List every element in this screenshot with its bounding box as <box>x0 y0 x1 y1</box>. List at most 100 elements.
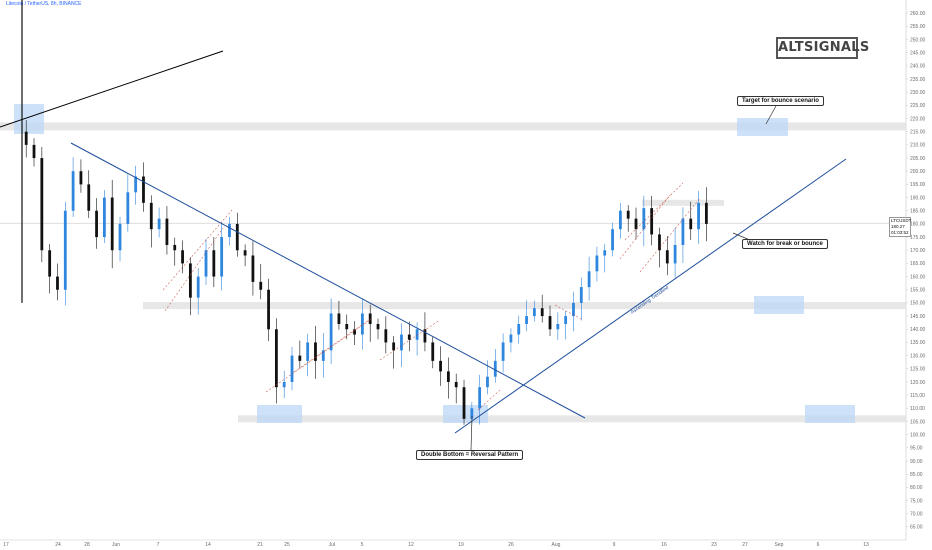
candle-body <box>220 237 224 277</box>
highlight-box <box>257 405 302 423</box>
y-tick-label: 150.00 <box>910 301 926 307</box>
candle-body <box>642 208 646 230</box>
x-tick-label: 5 <box>361 542 364 548</box>
y-tick-label: 210.00 <box>910 143 926 149</box>
y-tick-label: 230.00 <box>910 90 926 96</box>
x-tick-label: 19 <box>458 542 464 548</box>
candle-body <box>102 197 106 238</box>
chart-symbol-title: Litecoin / TetherUS, 8h, BINANCE <box>6 1 82 7</box>
candle-body <box>658 234 661 251</box>
y-tick-label: 195.00 <box>910 182 926 188</box>
candle-body <box>118 223 122 251</box>
candle-body <box>235 223 239 251</box>
candle-body <box>634 218 638 230</box>
price-badge-countdown: 01:03:52 <box>891 230 909 235</box>
y-tick-label: 215.00 <box>910 130 926 136</box>
target-callout: Target for bounce scenario <box>737 96 824 106</box>
y-tick-label: 245.00 <box>910 50 926 56</box>
x-tick-label: 9 <box>613 542 616 548</box>
level-zone <box>143 302 906 310</box>
candle-body <box>368 313 372 324</box>
candle-body <box>134 176 138 193</box>
x-tick-label: 25 <box>284 542 290 548</box>
candle-body <box>650 208 654 235</box>
price-badge: LTCUSDT 180.27 01:03:52 <box>889 217 911 237</box>
candle-body <box>423 329 427 343</box>
x-tick-label: 13 <box>863 542 869 548</box>
candle-body <box>212 250 216 277</box>
y-tick-label: 135.00 <box>910 340 926 346</box>
y-tick-label: 235.00 <box>910 77 926 83</box>
y-tick-label: 95.00 <box>910 446 923 452</box>
candle-body <box>345 324 349 330</box>
candle-body <box>595 255 599 272</box>
x-tick-label: Aug <box>552 542 561 548</box>
candle-body <box>360 313 364 335</box>
highlight-box <box>737 118 788 136</box>
candle-body <box>439 360 442 372</box>
y-tick-label: 100.00 <box>910 432 926 438</box>
candle-body <box>462 387 466 419</box>
ascending-trendline-label: Ascending Trendline <box>629 285 670 317</box>
price-badge-symbol: LTCUSDT <box>891 218 912 223</box>
y-tick-label: 170.00 <box>910 248 926 254</box>
candle-body <box>329 313 333 351</box>
candle-body <box>376 324 380 330</box>
black-trendline <box>0 50 224 128</box>
candle-body <box>525 316 528 324</box>
y-tick-label: 90.00 <box>910 459 923 465</box>
candle-body <box>704 202 708 224</box>
candle-body <box>188 263 192 298</box>
x-tick-label: 21 <box>257 542 263 548</box>
candle-body <box>24 131 28 145</box>
candle-body <box>157 218 161 230</box>
dashed-pattern-line <box>379 319 441 361</box>
candle-body <box>556 324 560 330</box>
x-tick-label: 6 <box>817 542 820 548</box>
double-bottom-callout: Double Bottom = Reversal Pattern <box>416 450 524 460</box>
dashed-pattern-line <box>619 194 671 260</box>
y-tick-label: 65.00 <box>910 525 923 531</box>
y-tick-label: 260.00 <box>910 11 926 17</box>
watch-pointer <box>732 232 751 241</box>
candle-body <box>689 218 693 230</box>
y-tick-label: 70.00 <box>910 511 923 517</box>
candle-body <box>149 202 153 230</box>
candle-body <box>251 255 255 282</box>
candle-body <box>56 276 59 290</box>
x-tick-label: Sep <box>775 542 784 548</box>
x-tick-label: Jul <box>329 542 335 548</box>
candle-body <box>71 171 75 211</box>
level-zone <box>642 199 724 206</box>
y-tick-label: 240.00 <box>910 64 926 70</box>
y-tick-label: 130.00 <box>910 353 926 359</box>
y-tick-label: 255.00 <box>910 24 926 30</box>
x-tick-label: 27 <box>742 542 748 548</box>
y-tick-label: 180.00 <box>910 222 926 228</box>
ascending-trendline <box>454 158 847 434</box>
price-badge-value: 180.27 <box>891 224 905 229</box>
candle-body <box>243 250 247 256</box>
level-zone <box>0 122 906 131</box>
candle-body <box>415 329 419 340</box>
y-tick-label: 75.00 <box>910 498 923 504</box>
x-tick-label: 28 <box>84 542 90 548</box>
candle-body <box>267 289 270 330</box>
candle-body <box>407 334 411 340</box>
dashed-pattern-line <box>554 304 584 321</box>
y-tick-label: 115.00 <box>910 393 925 399</box>
candle-body <box>697 202 700 230</box>
y-tick-label: 120.00 <box>910 380 926 386</box>
candle-body <box>618 210 622 230</box>
candle-body <box>603 250 607 256</box>
candle-body <box>548 316 552 330</box>
candle-body <box>478 387 482 409</box>
candle-body <box>298 355 302 361</box>
candle-body <box>517 324 521 335</box>
candle-body <box>165 218 169 245</box>
highlight-box <box>443 405 488 423</box>
candle-body <box>353 329 356 335</box>
y-tick-label: 250.00 <box>910 37 926 43</box>
candle-body <box>454 381 458 388</box>
candle-body <box>587 271 591 288</box>
